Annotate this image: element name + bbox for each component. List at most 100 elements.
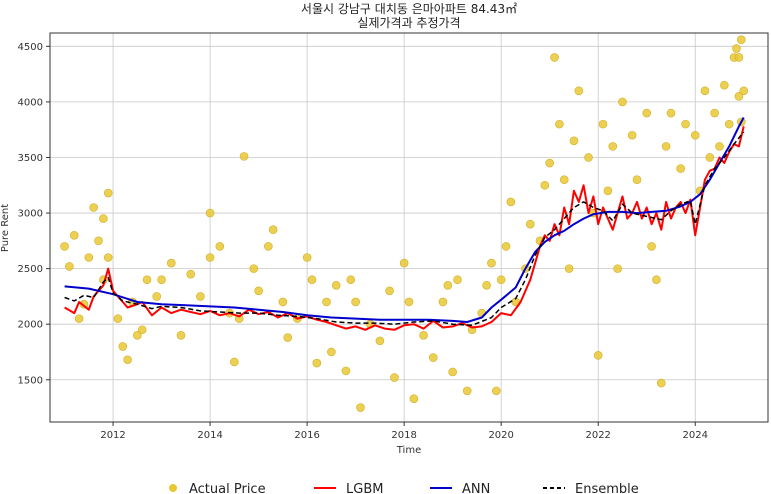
- actual-price-point: [419, 331, 428, 340]
- actual-price-point: [443, 280, 453, 290]
- actual-price-point: [700, 86, 710, 96]
- actual-price-point: [647, 242, 656, 251]
- actual-price-point: [690, 130, 700, 140]
- actual-price-point: [205, 208, 215, 218]
- y-tick-label: 4000: [18, 97, 43, 108]
- y-tick-label: 3000: [18, 209, 43, 220]
- legend-actual-price-swatch: [169, 484, 177, 492]
- actual-price-point: [661, 142, 671, 151]
- actual-price-point: [482, 280, 491, 290]
- actual-price-point: [574, 86, 584, 96]
- actual-price-point: [487, 258, 496, 268]
- actual-price-point: [598, 119, 608, 129]
- y-tick-label: 2000: [18, 320, 43, 331]
- actual-price-point: [103, 253, 113, 262]
- y-tick-label: 3500: [18, 153, 43, 164]
- scatter-points: [60, 35, 749, 412]
- y-tick-label: 2500: [18, 264, 43, 275]
- actual-price-point: [215, 242, 225, 251]
- actual-price-point: [327, 347, 336, 357]
- legend: Actual Price LGBM ANN Ensemble: [169, 482, 639, 494]
- actual-price-point: [462, 386, 472, 396]
- actual-price-point: [676, 164, 685, 173]
- actual-price-point: [196, 292, 205, 301]
- actual-price-point: [331, 280, 341, 290]
- actual-price-point: [113, 314, 123, 323]
- actual-price-point: [94, 236, 103, 246]
- actual-price-point: [118, 342, 128, 351]
- actual-price-point: [152, 292, 162, 301]
- actual-price-point: [60, 242, 69, 251]
- actual-price-point: [264, 242, 273, 251]
- x-tick-label: 2016: [294, 430, 319, 441]
- actual-price-point: [525, 219, 535, 229]
- legend-label: LGBM: [346, 482, 383, 494]
- actual-price-point: [142, 275, 152, 285]
- actual-price-point: [705, 153, 715, 162]
- actual-price-point: [307, 275, 317, 285]
- actual-price-point: [65, 262, 74, 271]
- actual-price-point: [545, 158, 554, 168]
- x-tick-label: 2012: [100, 430, 125, 441]
- lgbm-line: [64, 126, 745, 331]
- x-tick-label: 2018: [391, 430, 416, 441]
- actual-price-point: [84, 253, 94, 262]
- actual-price-point: [205, 253, 215, 262]
- actual-price-point: [356, 403, 365, 412]
- actual-price-point: [448, 367, 457, 377]
- actual-price-point: [666, 108, 676, 118]
- legend-label: Ensemble: [575, 482, 639, 494]
- chart-title: 서울시 강남구 대치동 은마아파트 84.43㎡: [301, 2, 517, 16]
- actual-price-point: [385, 286, 394, 296]
- actual-price-point: [390, 373, 399, 382]
- actual-price-point: [564, 264, 574, 273]
- x-tick-label: 2024: [683, 430, 708, 441]
- actual-price-point: [137, 325, 147, 335]
- actual-price-point: [133, 331, 142, 340]
- actual-price-point: [681, 119, 690, 129]
- actual-price-point: [734, 92, 744, 101]
- actual-price-point: [239, 152, 249, 161]
- actual-price-point: [69, 230, 79, 240]
- y-tick-label: 4500: [18, 42, 43, 53]
- actual-price-point: [734, 53, 744, 62]
- actual-price-point: [176, 331, 186, 340]
- actual-price-point: [409, 394, 419, 403]
- actual-price-point: [74, 314, 84, 323]
- x-tick-label: 2022: [585, 430, 610, 441]
- actual-price-point: [555, 119, 564, 129]
- actual-price-point: [89, 203, 98, 212]
- x-axis-label: Time: [396, 445, 421, 456]
- actual-price-point: [399, 258, 409, 268]
- actual-price-point: [603, 186, 613, 196]
- actual-price-point: [283, 333, 293, 342]
- actual-price-point: [230, 357, 239, 367]
- axis-ticks: 2012 2014 2016 2018 2020 2022 2024 1500 2000 2500…: [18, 42, 708, 441]
- actual-price-point: [501, 242, 511, 251]
- y-tick-label: 1500: [18, 375, 43, 386]
- actual-price-point: [123, 355, 132, 365]
- actual-price-point: [322, 297, 331, 307]
- actual-price-point: [540, 180, 550, 190]
- actual-price-point: [302, 253, 312, 262]
- actual-price-point: [627, 130, 637, 140]
- actual-price-point: [608, 142, 618, 151]
- actual-price-point: [506, 197, 516, 207]
- series-lines: [64, 117, 745, 331]
- actual-price-point: [642, 108, 652, 118]
- actual-price-point: [632, 175, 642, 185]
- actual-price-point: [593, 351, 603, 360]
- plot-area-frame: [49, 32, 769, 423]
- actual-price-point: [652, 275, 661, 285]
- actual-price-point: [99, 214, 108, 223]
- y-axis-label: Pure Rent: [0, 204, 11, 252]
- actual-price-point: [351, 297, 360, 307]
- x-tick-label: 2014: [197, 430, 222, 441]
- actual-price-point: [312, 358, 322, 368]
- actual-price-point: [737, 35, 746, 44]
- actual-price-point: [559, 175, 569, 185]
- actual-price-point: [584, 153, 593, 162]
- legend-label: Actual Price: [189, 482, 266, 494]
- actual-price-point: [278, 297, 288, 307]
- actual-price-point: [715, 142, 724, 151]
